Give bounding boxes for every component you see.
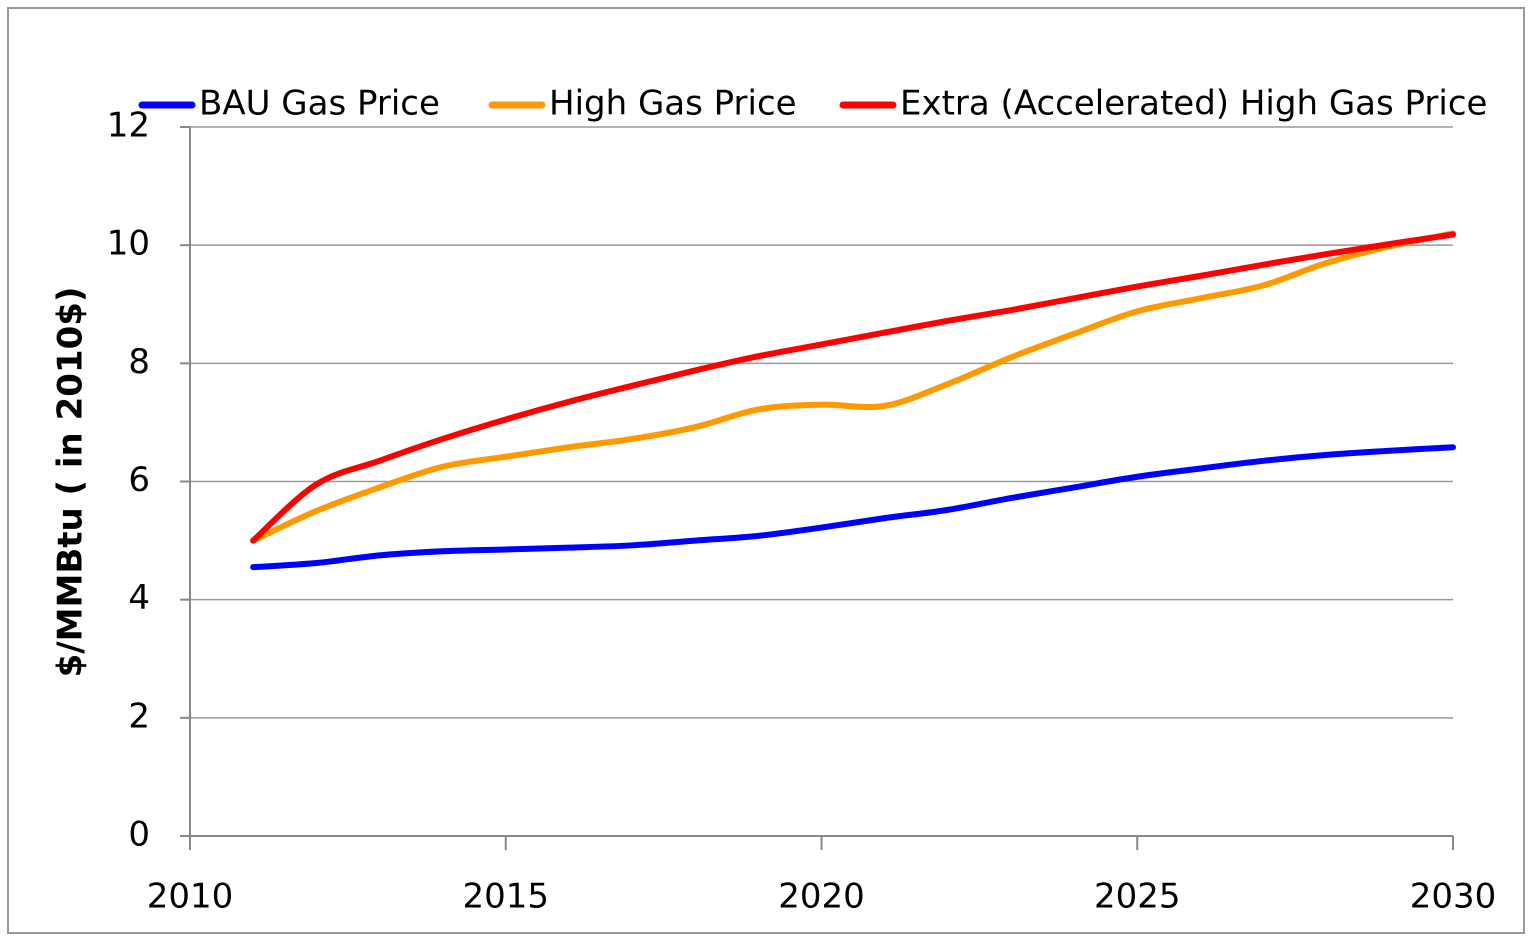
y-tick-label: 12 bbox=[107, 106, 150, 146]
series-line bbox=[250, 231, 1456, 544]
x-tick-label: 2020 bbox=[778, 877, 865, 917]
y-tick-label: 6 bbox=[128, 460, 150, 500]
x-tick-label: 2010 bbox=[147, 877, 234, 917]
legend-label: High Gas Price bbox=[549, 84, 797, 124]
legend-label: Extra (Accelerated) High Gas Price bbox=[900, 84, 1487, 124]
y-tick-label: 4 bbox=[128, 578, 150, 618]
y-tick-label: 2 bbox=[128, 696, 150, 736]
y-tick-label: 10 bbox=[107, 224, 150, 264]
y-tick-label: 8 bbox=[128, 342, 150, 382]
series-line bbox=[250, 444, 1456, 571]
x-tick-label: 2030 bbox=[1410, 877, 1497, 917]
legend-label: BAU Gas Price bbox=[199, 84, 440, 124]
x-tick-label: 2025 bbox=[1094, 877, 1181, 917]
chart-border bbox=[7, 7, 1525, 934]
y-tick-label: 0 bbox=[128, 815, 150, 855]
series-line bbox=[250, 230, 1456, 544]
y-axis-label: $/MMBtu ( in 2010$) bbox=[51, 287, 91, 678]
x-tick-label: 2015 bbox=[462, 877, 549, 917]
